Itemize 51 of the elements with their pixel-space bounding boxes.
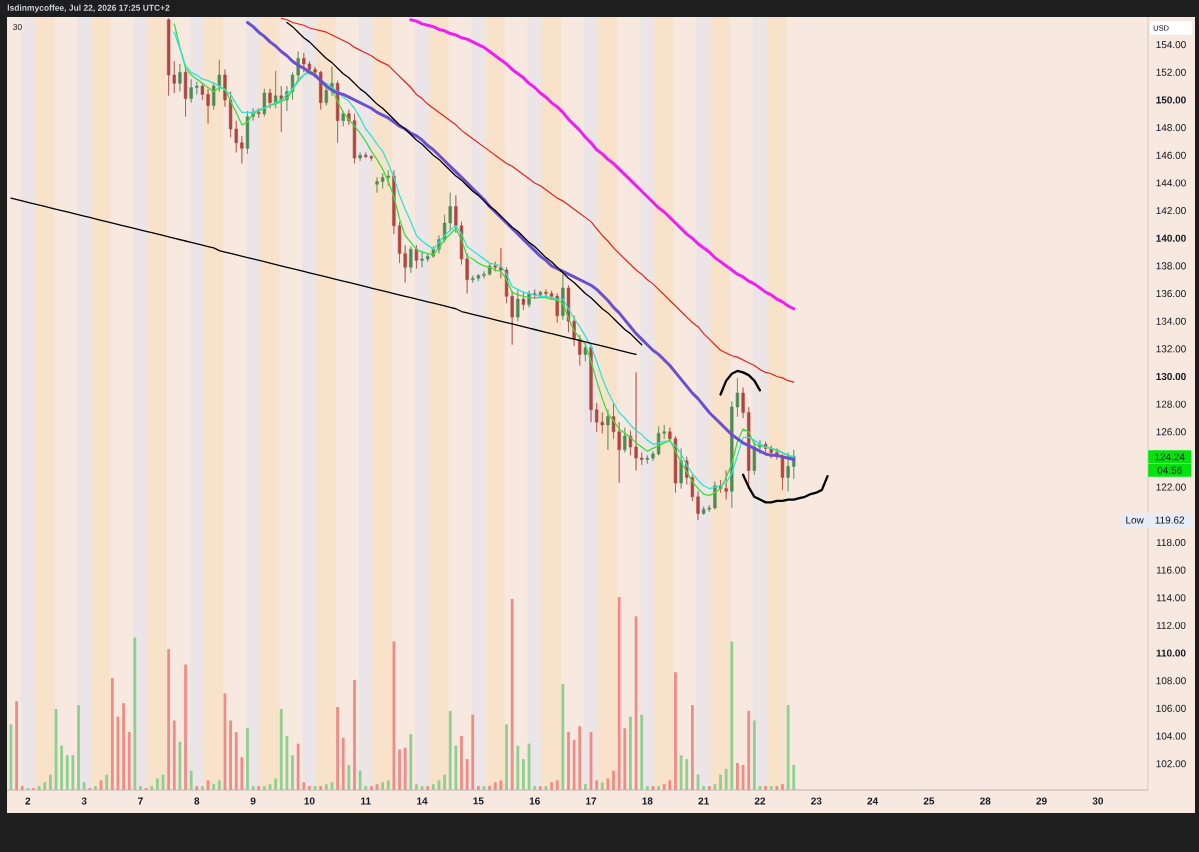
y-tick-label: 112.00 — [1156, 621, 1186, 629]
y-tick-label: 132.00 — [1156, 345, 1186, 353]
y-tick-label: 134.00 — [1156, 317, 1186, 325]
x-tick-label: 15 — [473, 797, 484, 805]
x-tick-label: 25 — [923, 797, 935, 805]
y-tick-label: 150.00 — [1156, 96, 1186, 104]
text: lsdinmycoffee, Jul 22, 2026 17:25 UTC+2 — [7, 4, 170, 13]
x-tick-label: 2 — [25, 797, 31, 805]
y-tick-label: 102.00 — [1156, 760, 1186, 768]
x-tick-label: 11 — [361, 797, 371, 805]
y-tick-label: 108.00 — [1156, 677, 1186, 685]
x-tick-label: 23 — [811, 797, 822, 805]
y-tick-label: 142.00 — [1156, 207, 1186, 215]
x-tick-label: 14 — [417, 797, 428, 805]
y-tick-label: 152.00 — [1156, 68, 1186, 76]
y-tick-label: 128.00 — [1156, 400, 1186, 408]
x-tick-label: 29 — [1036, 797, 1047, 805]
y-tick-label: 118.00 — [1156, 538, 1186, 546]
y-tick-label: 144.00 — [1156, 179, 1186, 187]
y-tick-label: 136.00 — [1156, 290, 1186, 298]
y-tick-label: 138.00 — [1156, 262, 1186, 270]
x-tick-label: 3 — [81, 797, 87, 805]
x-tick-label: 8 — [194, 797, 200, 805]
annotation: Low — [1126, 516, 1144, 524]
x-tick-label: 18 — [642, 797, 653, 805]
text: 30 — [13, 23, 22, 30]
annotation: 119.62 — [1155, 516, 1185, 524]
y-tick-label: 146.00 — [1156, 151, 1186, 159]
x-tick-label: 22 — [754, 797, 766, 805]
y-tick-label: 104.00 — [1156, 732, 1186, 740]
x-tick-label: 28 — [980, 797, 991, 805]
y-tick-label: 110.00 — [1156, 649, 1186, 657]
x-tick-label: 16 — [529, 797, 540, 805]
y-tick-label: 126.00 — [1156, 428, 1186, 436]
x-tick-label: 21 — [698, 797, 709, 805]
x-tick-label: 17 — [586, 797, 597, 805]
y-tick-label: 122.00 — [1156, 483, 1186, 491]
x-tick-label: 9 — [250, 797, 256, 805]
y-tick-label: 116.00 — [1156, 566, 1186, 574]
x-tick-label: 24 — [867, 797, 879, 805]
x-tick-label: 7 — [138, 797, 143, 805]
x-tick-label: 30 — [1092, 797, 1104, 805]
x-tick-label: 10 — [304, 797, 315, 805]
y-tick-label: 106.00 — [1156, 704, 1186, 712]
annotation: 124.24 — [1155, 453, 1185, 461]
y-tick-label: 114.00 — [1156, 594, 1186, 602]
y-tick-label: 154.00 — [1156, 41, 1186, 49]
y-tick-label: 148.00 — [1156, 124, 1186, 132]
text: 04:56 — [1157, 466, 1182, 474]
y-tick-label: 130.00 — [1156, 372, 1186, 381]
y-tick-label: 140.00 — [1156, 234, 1186, 242]
